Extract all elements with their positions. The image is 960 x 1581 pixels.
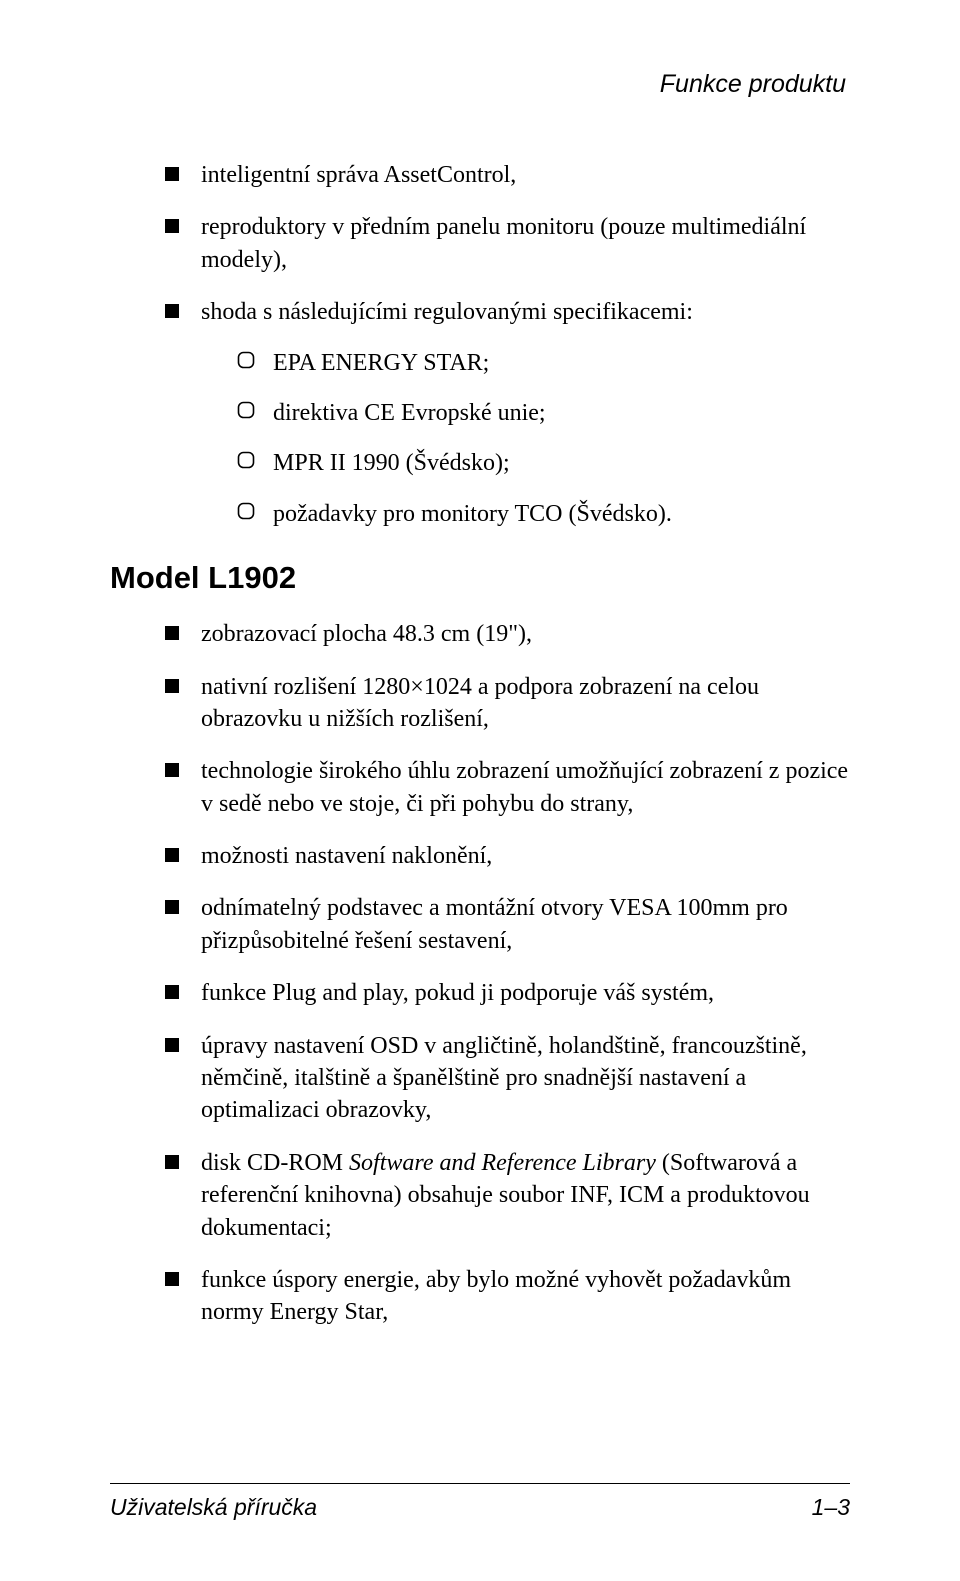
sublist-item-text: MPR II 1990 (Švédsko); <box>273 450 510 476</box>
list-item: odnímatelný podstavec a montážní otvory … <box>165 892 850 957</box>
intro-sublist: EPA ENERGY STAR; direktiva CE Evropské u… <box>201 347 850 531</box>
sublist-item: požadavky pro monitory TCO (Švédsko). <box>237 498 850 530</box>
list-item: funkce Plug and play, pokud ji podporuje… <box>165 977 850 1009</box>
list-item-text: možnosti nastavení naklonění, <box>201 843 492 869</box>
sublist-item-text: EPA ENERGY STAR; <box>273 350 489 376</box>
list-item: funkce úspory energie, aby bylo možné vy… <box>165 1264 850 1329</box>
section-heading: Model L1902 <box>110 560 850 596</box>
list-item-text: technologie širokého úhlu zobrazení umož… <box>201 758 848 816</box>
list-item: úpravy nastavení OSD v angličtině, holan… <box>165 1030 850 1127</box>
sub-bullet-icon <box>237 351 255 369</box>
footer: Uživatelská příručka 1–3 <box>110 1483 850 1521</box>
footer-left: Uživatelská příručka <box>110 1494 317 1521</box>
list-item: nativní rozlišení 1280×1024 a podpora zo… <box>165 671 850 736</box>
list-item: zobrazovací plocha 48.3 cm (19"), <box>165 618 850 650</box>
list-item: inteligentní správa AssetControl, <box>165 159 850 191</box>
list-item: možnosti nastavení naklonění, <box>165 840 850 872</box>
sublist-item: MPR II 1990 (Švédsko); <box>237 447 850 479</box>
content: inteligentní správa AssetControl, reprod… <box>110 159 850 1329</box>
list-item-text-em: Software and Reference Library <box>349 1150 656 1176</box>
header-section-title: Funkce produktu <box>660 70 846 98</box>
list-item-text: inteligentní správa AssetControl, <box>201 162 516 188</box>
list-item: disk CD-ROM Software and Reference Libra… <box>165 1147 850 1244</box>
sub-bullet-icon <box>237 401 255 419</box>
list-item-text: nativní rozlišení 1280×1024 a podpora zo… <box>201 674 759 732</box>
sublist-item: direktiva CE Evropské unie; <box>237 397 850 429</box>
sublist-item-text: požadavky pro monitory TCO (Švédsko). <box>273 501 672 527</box>
list-item-text: funkce úspory energie, aby bylo možné vy… <box>201 1267 791 1325</box>
footer-right: 1–3 <box>812 1494 850 1521</box>
list-item-text: funkce Plug and play, pokud ji podporuje… <box>201 980 714 1006</box>
list-item-text: zobrazovací plocha 48.3 cm (19"), <box>201 621 532 647</box>
list-item: reproduktory v předním panelu monitoru (… <box>165 211 850 276</box>
list-item-text: odnímatelný podstavec a montážní otvory … <box>201 895 788 953</box>
list-item: shoda s následujícími regulovanými speci… <box>165 296 850 530</box>
list-item-text: reproduktory v předním panelu monitoru (… <box>201 214 806 272</box>
sub-bullet-icon <box>237 451 255 469</box>
sublist-item: EPA ENERGY STAR; <box>237 347 850 379</box>
sublist-item-text: direktiva CE Evropské unie; <box>273 400 546 426</box>
list-item-text: shoda s následujícími regulovanými speci… <box>201 299 693 325</box>
list-item-text: úpravy nastavení OSD v angličtině, holan… <box>201 1033 807 1124</box>
intro-list: inteligentní správa AssetControl, reprod… <box>165 159 850 530</box>
list-item: technologie širokého úhlu zobrazení umož… <box>165 755 850 820</box>
page: Funkce produktu inteligentní správa Asse… <box>0 0 960 1581</box>
sub-bullet-icon <box>237 502 255 520</box>
running-header: Funkce produktu <box>110 70 850 99</box>
list-item-text-pre: disk CD-ROM <box>201 1150 349 1176</box>
section-list: zobrazovací plocha 48.3 cm (19"), nativn… <box>165 618 850 1329</box>
